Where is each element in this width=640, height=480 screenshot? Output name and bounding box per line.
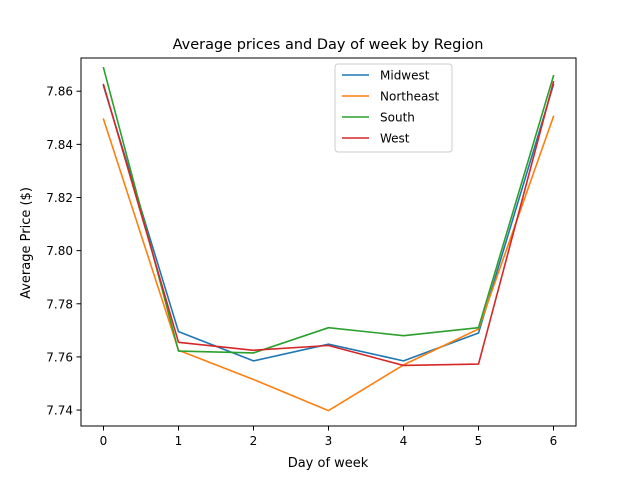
series-line bbox=[102, 80, 555, 367]
x-tick-label: 6 bbox=[550, 434, 558, 448]
x-tick-label: 4 bbox=[400, 434, 408, 448]
legend-label: South bbox=[380, 111, 415, 125]
y-tick-label: 7.86 bbox=[46, 85, 73, 99]
y-axis-label: Average Price ($) bbox=[19, 187, 34, 299]
y-tick-label: 7.78 bbox=[46, 297, 73, 311]
y-tick-label: 7.80 bbox=[46, 244, 73, 258]
x-tick-label: 1 bbox=[175, 434, 183, 448]
legend-label: Midwest bbox=[380, 69, 430, 83]
y-tick-label: 7.74 bbox=[46, 404, 73, 418]
y-tick-label: 7.84 bbox=[46, 138, 73, 152]
y-tick-label: 7.82 bbox=[46, 191, 73, 205]
x-tick-label: 5 bbox=[475, 434, 483, 448]
series-line bbox=[102, 66, 555, 354]
legend-label: Northeast bbox=[380, 90, 440, 104]
x-tick-label: 0 bbox=[100, 434, 108, 448]
legend-box bbox=[334, 63, 453, 153]
x-axis-label: Day of week bbox=[288, 456, 369, 471]
x-tick-label: 2 bbox=[250, 434, 258, 448]
legend: Midwest Northeast South West bbox=[334, 63, 453, 153]
plot-area: 0 1 2 3 4 5 6 7.74 7.76 7.78 7.80 7.82 7.84 7.86 bbox=[46, 57, 577, 448]
series-line bbox=[102, 83, 555, 362]
x-tick-label: 3 bbox=[325, 434, 333, 448]
legend-label: West bbox=[380, 132, 410, 146]
chart-title: Average prices and Day of week by Region bbox=[173, 37, 484, 53]
y-tick-label: 7.76 bbox=[46, 350, 73, 364]
